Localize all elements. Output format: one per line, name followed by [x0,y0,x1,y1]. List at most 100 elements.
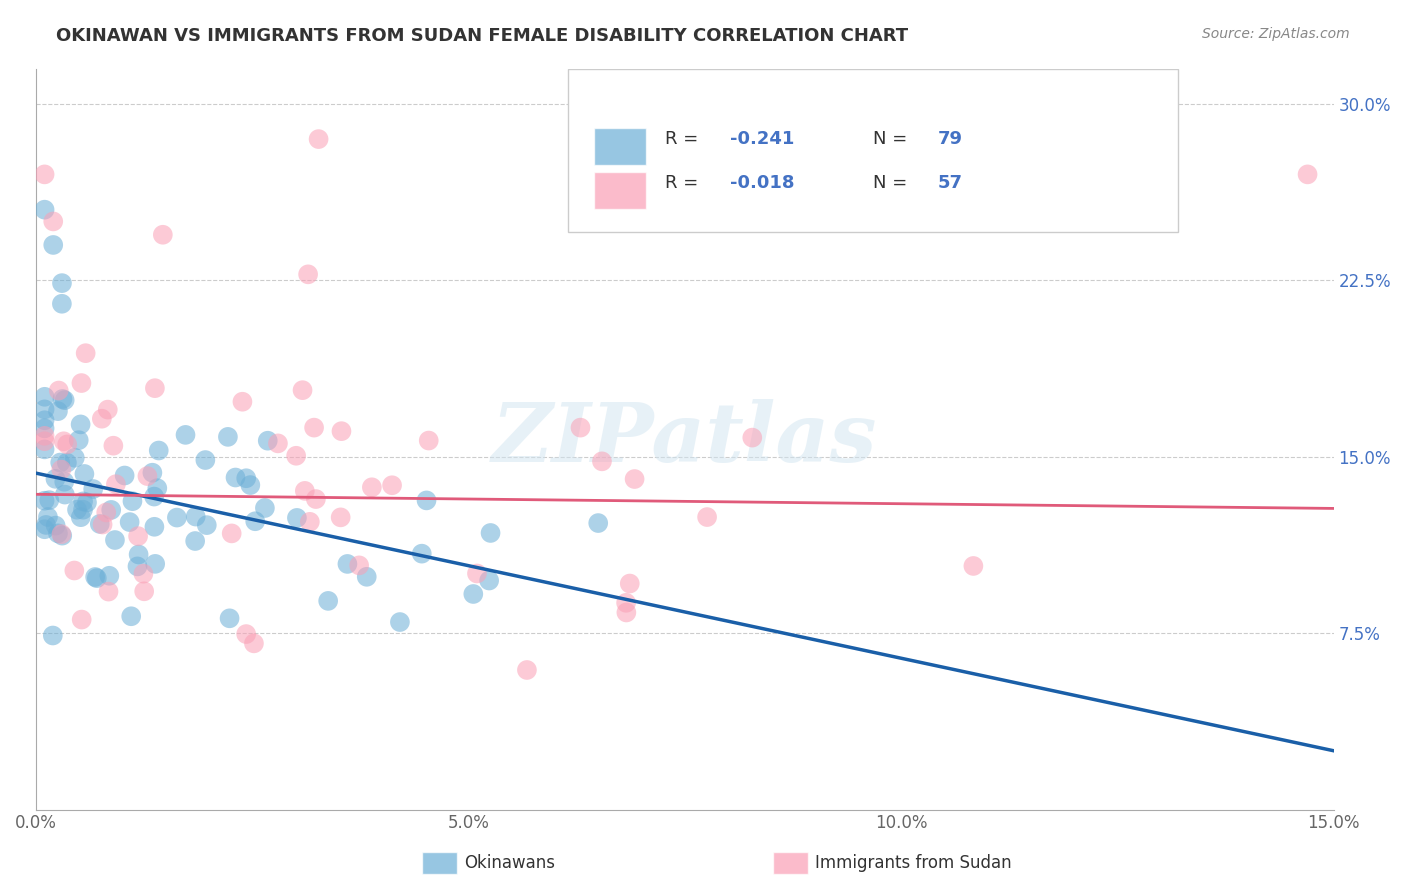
Okinawans [184,534,207,549]
Immigrants from Sudan [221,526,243,541]
Okinawans [34,442,56,457]
Immigrants from Sudan [231,394,253,409]
Okinawans [35,517,58,532]
Okinawans [218,611,240,625]
Okinawans [69,417,91,432]
Immigrants from Sudan [34,429,56,443]
Text: OKINAWAN VS IMMIGRANTS FROM SUDAN FEMALE DISABILITY CORRELATION CHART: OKINAWAN VS IMMIGRANTS FROM SUDAN FEMALE… [56,27,908,45]
Okinawans [100,503,122,517]
Okinawans [195,518,218,533]
Immigrants from Sudan [360,480,382,494]
Okinawans [148,443,170,458]
Immigrants from Sudan [291,383,314,397]
Okinawans [184,509,207,524]
Immigrants from Sudan [104,477,127,491]
Okinawans [114,468,136,483]
Okinawans [34,390,56,404]
Immigrants from Sudan [330,424,353,438]
Okinawans [415,493,437,508]
Immigrants from Sudan [56,437,79,451]
Okinawans [66,502,89,516]
Okinawans [128,548,150,562]
Immigrants from Sudan [42,214,65,228]
Okinawans [53,393,76,408]
Okinawans [38,493,60,508]
FancyBboxPatch shape [568,69,1178,232]
Okinawans [34,522,56,536]
Immigrants from Sudan [96,505,118,519]
Okinawans [388,615,411,629]
Okinawans [34,413,56,427]
FancyBboxPatch shape [593,172,645,210]
Okinawans [143,490,166,504]
Immigrants from Sudan [619,576,641,591]
Okinawans [84,570,107,584]
Immigrants from Sudan [97,402,120,417]
Okinawans [72,494,94,508]
Okinawans [143,520,166,534]
Okinawans [120,609,142,624]
Immigrants from Sudan [465,566,488,581]
Immigrants from Sudan [51,462,73,476]
Okinawans [285,511,308,525]
Immigrants from Sudan [623,472,645,486]
Okinawans [253,501,276,516]
Immigrants from Sudan [52,434,75,449]
Okinawans [34,421,56,435]
Immigrants from Sudan [34,167,56,181]
Immigrants from Sudan [132,566,155,581]
Okinawans [356,570,378,584]
Okinawans [72,502,94,516]
Text: -0.018: -0.018 [730,174,794,193]
Immigrants from Sudan [134,584,156,599]
Okinawans [146,481,169,495]
Okinawans [82,482,104,496]
Okinawans [217,430,239,444]
Okinawans [34,402,56,417]
Immigrants from Sudan [267,436,290,450]
Immigrants from Sudan [308,132,330,146]
Text: N =: N = [873,174,912,193]
Immigrants from Sudan [34,434,56,449]
Immigrants from Sudan [741,431,763,445]
Okinawans [69,510,91,524]
Text: Okinawans: Okinawans [464,855,555,872]
Immigrants from Sudan [614,606,637,620]
Immigrants from Sudan [614,596,637,610]
Okinawans [51,276,73,290]
Immigrants from Sudan [329,510,352,524]
Okinawans [463,587,485,601]
Okinawans [51,392,73,406]
Immigrants from Sudan [51,527,73,541]
Okinawans [73,467,96,481]
Okinawans [245,514,267,528]
Immigrants from Sudan [103,439,125,453]
Immigrants from Sudan [569,420,592,434]
Okinawans [86,571,108,585]
Immigrants from Sudan [97,584,120,599]
Immigrants from Sudan [91,517,114,532]
Okinawans [194,453,217,467]
Text: 79: 79 [938,130,963,148]
Immigrants from Sudan [1296,167,1319,181]
Okinawans [143,557,166,571]
Okinawans [174,428,197,442]
Immigrants from Sudan [381,478,404,492]
Okinawans [256,434,278,448]
Immigrants from Sudan [297,268,319,282]
Okinawans [63,450,86,465]
Immigrants from Sudan [136,469,159,483]
Immigrants from Sudan [70,613,93,627]
Okinawans [56,456,79,470]
Okinawans [127,559,149,574]
Okinawans [479,525,502,540]
Okinawans [586,516,609,530]
Okinawans [42,628,65,642]
Text: R =: R = [665,174,704,193]
Okinawans [478,574,501,588]
Okinawans [166,510,188,524]
Okinawans [49,456,72,470]
Okinawans [224,470,246,484]
FancyBboxPatch shape [593,128,645,165]
Immigrants from Sudan [235,627,257,641]
